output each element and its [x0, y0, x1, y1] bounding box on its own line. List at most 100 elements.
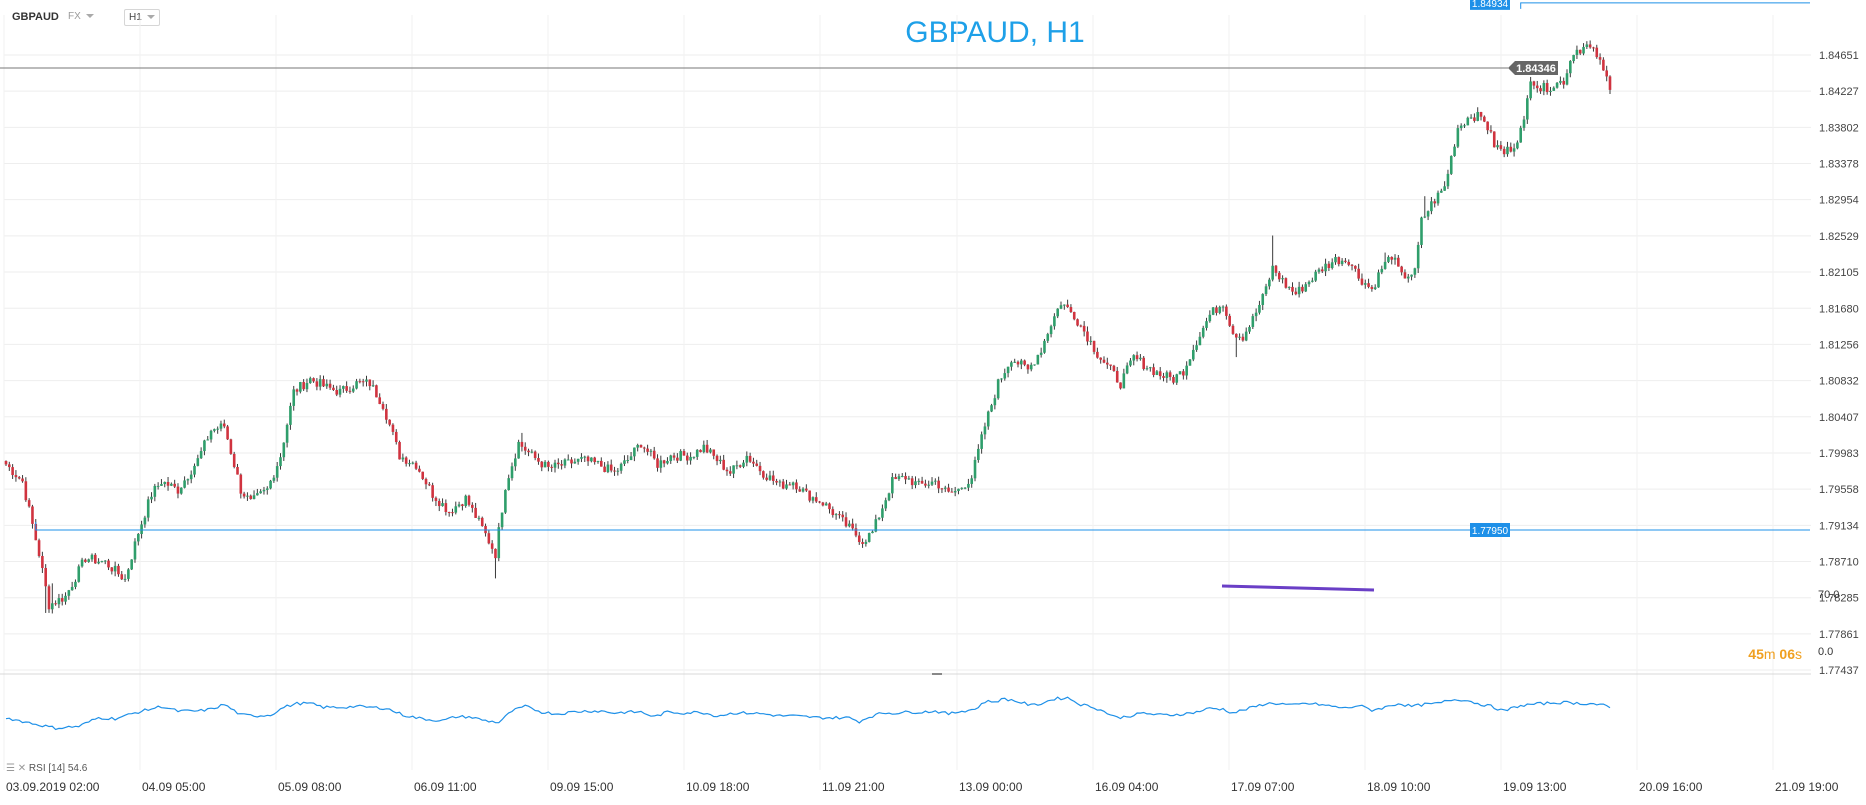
candle-body [1039, 352, 1043, 355]
candle-body [709, 449, 712, 453]
exchange-selector[interactable]: FX [68, 11, 94, 22]
candle-body [54, 603, 57, 605]
candle-body [487, 533, 491, 544]
candle-body [80, 559, 84, 567]
low-level-label: 1.77950 [1472, 526, 1509, 537]
candle-body [910, 478, 914, 486]
candle-body [563, 459, 567, 466]
candle-body [728, 471, 732, 474]
candle-body [500, 512, 504, 528]
candle-body [140, 524, 143, 535]
symbol-label[interactable]: GBPAUD [12, 11, 59, 23]
candle-body [335, 390, 339, 395]
candle-body [107, 560, 110, 568]
candle-body [97, 561, 100, 564]
candle-body [1175, 374, 1179, 383]
candle-body [1380, 268, 1384, 273]
price-tick-label: 1.79983 [1819, 448, 1859, 460]
candle-body [358, 381, 362, 383]
candle-body [1195, 345, 1198, 350]
candle-body [702, 444, 706, 453]
candle-body [824, 503, 828, 506]
candle-body [1363, 283, 1367, 285]
candle-body [183, 480, 186, 488]
candle-body [1433, 201, 1437, 204]
candle-body [179, 487, 183, 494]
candle-body [1473, 117, 1476, 121]
candle-body [17, 477, 21, 479]
candle-body [603, 466, 606, 473]
candle-body [808, 490, 811, 501]
candle-body [1403, 272, 1407, 279]
candle-body [1013, 361, 1017, 363]
time-tick-label: 06.09 11:00 [414, 780, 477, 794]
rsi-name: RSI [14] [28, 763, 66, 774]
candle-body [1291, 286, 1294, 292]
candle-body [1198, 336, 1202, 346]
candle-body [398, 442, 401, 460]
candle-body [1139, 357, 1142, 360]
price-tick-label: 1.78710 [1819, 556, 1859, 568]
candle-body [692, 456, 696, 458]
candle-body [1354, 265, 1357, 269]
candle-body [173, 483, 176, 487]
price-tick-label: 1.77861 [1819, 629, 1859, 641]
timeframe-selector[interactable]: H1 [124, 9, 160, 26]
candle-body [441, 503, 444, 507]
close-icon[interactable]: ✕ [17, 763, 27, 774]
candle-body [150, 496, 153, 500]
countdown-min-unit: m [1763, 646, 1776, 662]
candle-body [146, 499, 150, 518]
candle-body [857, 535, 861, 543]
candle-body [646, 448, 649, 452]
candle-body [385, 408, 388, 420]
candle-body [216, 428, 219, 430]
candle-body [550, 466, 553, 468]
candle-body [1509, 146, 1513, 152]
candle-body [1271, 265, 1274, 280]
candle-body [1324, 263, 1327, 272]
candle-body [996, 379, 1000, 399]
rsi-menu-icon[interactable]: ☰ [6, 763, 15, 774]
time-tick-label: 20.09 16:00 [1639, 780, 1703, 794]
candle-body [1420, 217, 1423, 245]
candle-body [1125, 365, 1129, 374]
rsi-line [5, 696, 1611, 731]
candle-body [590, 457, 593, 462]
candle-body [593, 457, 596, 463]
candle-body [1046, 334, 1050, 341]
candle-body [1261, 294, 1265, 305]
candle-body [599, 460, 603, 467]
rsi-level-label: 70.0 [1818, 589, 1839, 601]
candle-body [831, 509, 835, 516]
candle-body [874, 519, 878, 532]
current-price-label: 1.84346 [1516, 63, 1556, 75]
candle-body [1390, 256, 1394, 260]
candle-body [672, 455, 676, 458]
candle-body [166, 481, 170, 486]
candle-body [259, 491, 262, 494]
candle-body [970, 478, 974, 484]
candle-body [170, 483, 173, 486]
candle-body [477, 517, 481, 519]
candle-body [1191, 349, 1195, 360]
candle-body [583, 456, 587, 458]
candle-body [232, 453, 236, 467]
candle-body [745, 455, 749, 463]
candle-body [1142, 357, 1145, 370]
candle-body [1350, 264, 1354, 266]
candle-body [1079, 325, 1083, 327]
candle-body [206, 439, 210, 441]
candle-body [4, 460, 8, 465]
candle-countdown: 45m 06s [1748, 646, 1802, 662]
candle-body [414, 462, 418, 469]
candle-body [246, 495, 249, 497]
candle-body [705, 444, 709, 453]
candle-body [920, 480, 924, 484]
candle-body [1532, 81, 1536, 86]
candle-body [1168, 372, 1172, 377]
candle-body [1459, 125, 1463, 129]
candle-body [537, 458, 540, 462]
candle-body [1274, 265, 1278, 273]
